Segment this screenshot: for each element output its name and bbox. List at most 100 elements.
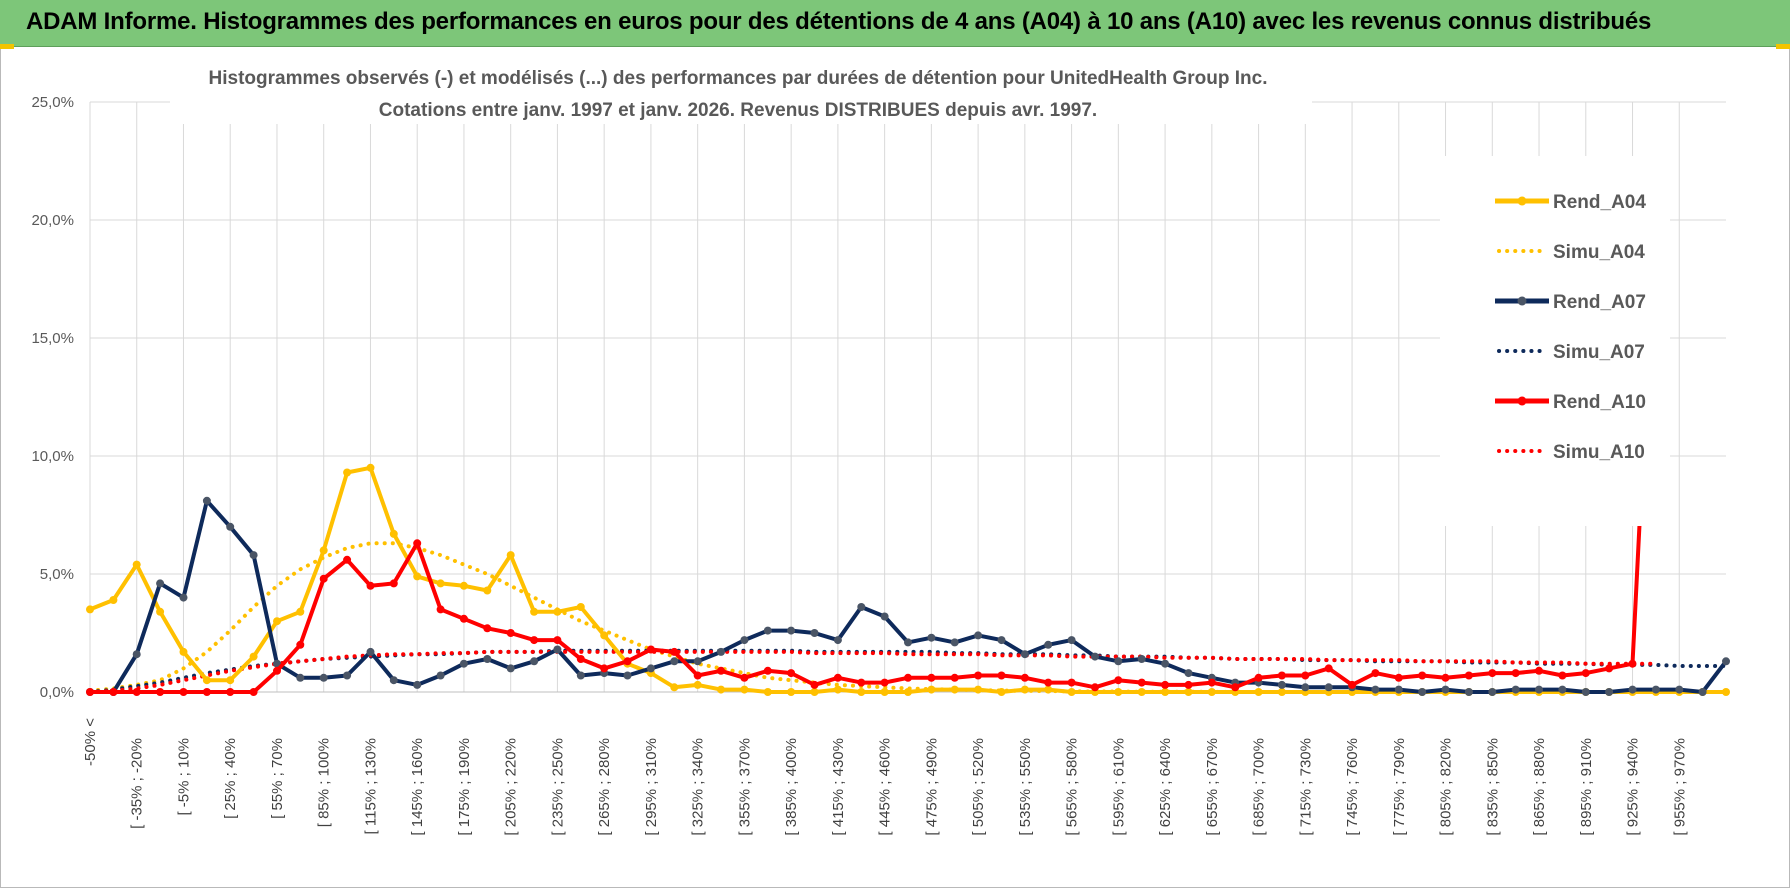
x-tick-label: [ 85% ; 100%: [316, 738, 333, 827]
x-tick-label: [ 505% ; 520%: [970, 738, 987, 836]
data-point-Rend_A04: [857, 688, 866, 696]
data-point-Rend_A07: [1488, 688, 1497, 696]
data-point-Rend_A04: [202, 676, 211, 685]
x-tick-label: [ 115% ; 130%: [362, 738, 379, 834]
data-point-Rend_A10: [763, 666, 772, 675]
legend-marker: [1517, 296, 1527, 306]
data-point-Rend_A07: [1044, 640, 1053, 649]
data-point-Rend_A07: [1301, 683, 1310, 692]
data-point-Rend_A07: [1137, 655, 1146, 663]
legend-item-Rend_A04: Rend_A04: [1495, 192, 1646, 213]
data-point-Rend_A04: [904, 688, 912, 696]
legend-label: Simu_A07: [1553, 342, 1645, 363]
x-tick-label: [ 685% ; 700%: [1251, 738, 1268, 836]
data-point-Rend_A04: [880, 688, 889, 696]
data-point-Rend_A10: [1231, 683, 1240, 692]
x-tick-label: [ 715% ; 730%: [1297, 738, 1314, 836]
data-point-Rend_A10: [156, 688, 165, 696]
data-point-Rend_A07: [156, 579, 165, 588]
data-point-Rend_A04: [1067, 688, 1076, 696]
x-tick-label: [ -5% ; 10%: [175, 738, 192, 816]
data-point-Rend_A04: [1184, 688, 1193, 696]
data-point-Rend_A10: [1044, 678, 1053, 687]
x-tick-label: [ 415% ; 430%: [830, 738, 847, 836]
data-point-Rend_A07: [950, 638, 959, 647]
x-tick-label: [ 145% ; 160%: [409, 738, 426, 836]
data-point-Rend_A10: [1161, 680, 1170, 689]
data-point-Rend_A04: [179, 647, 188, 656]
data-point-Rend_A10: [1511, 669, 1520, 678]
x-tick-label: [ 295% ; 310%: [643, 738, 660, 836]
y-tick-label: 0,0%: [40, 684, 74, 701]
data-point-Rend_A04: [1020, 685, 1029, 694]
data-point-Rend_A04: [226, 676, 235, 685]
data-point-Rend_A04: [436, 579, 445, 588]
data-point-Rend_A07: [576, 671, 585, 680]
data-point-Rend_A10: [179, 688, 188, 696]
x-tick-label: [ 745% ; 760%: [1344, 738, 1361, 836]
data-point-Rend_A10: [810, 680, 819, 689]
y-tick-label: 5,0%: [40, 566, 74, 583]
chart-title-line-2: Cotations entre janv. 1997 et janv. 2026…: [379, 100, 1097, 121]
data-point-Rend_A07: [1464, 688, 1473, 696]
series-line-Simu_A10: [88, 649, 1658, 694]
data-point-Rend_A10: [857, 678, 866, 687]
data-point-Rend_A10: [1441, 673, 1450, 682]
data-point-Rend_A07: [553, 645, 562, 654]
x-tick-label: [ 235% ; 250%: [549, 738, 566, 836]
x-tick-label: [ 535% ; 550%: [1017, 738, 1034, 836]
x-tick-label: [ 805% ; 820%: [1438, 738, 1455, 836]
data-point-Rend_A07: [1698, 688, 1707, 696]
data-point-Rend_A10: [226, 688, 235, 696]
data-point-Rend_A07: [810, 629, 819, 637]
data-point-Rend_A07: [1277, 680, 1286, 689]
data-point-Rend_A10: [1184, 680, 1193, 689]
series-line-Simu_A04: [88, 541, 1728, 694]
series-line-Simu_A07: [88, 648, 1728, 694]
x-tick-label: [ 355% ; 370%: [736, 738, 753, 836]
line-chart: 0,0% 5,0% 10,0% 15,0% 20,0% 25,0% -50% < [ -35…: [31, 60, 1730, 836]
data-point-Rend_A07: [904, 638, 912, 647]
x-tick-label: [ 265% ; 280%: [596, 738, 613, 836]
x-tick-label: [ -35% ; -20%: [129, 738, 146, 829]
data-point-Rend_A07: [670, 657, 679, 666]
data-point-Rend_A04: [1161, 688, 1170, 696]
data-point-Rend_A10: [202, 688, 211, 696]
data-point-Rend_A10: [997, 671, 1006, 680]
data-point-Rend_A04: [366, 463, 375, 472]
x-tick-label: [ 475% ; 490%: [923, 738, 940, 836]
data-point-Rend_A04: [273, 617, 281, 626]
data-point-Rend_A10: [1488, 669, 1497, 678]
series-Simu_A07: [88, 648, 1728, 694]
data-point-Rend_A04: [810, 688, 819, 696]
data-point-Rend_A07: [1091, 652, 1099, 661]
data-point-Rend_A10: [646, 645, 655, 654]
data-point-Rend_A10: [132, 688, 141, 696]
chart-title-block: Histogrammes observés (-) et modélisés (…: [170, 60, 1312, 124]
data-point-Rend_A10: [787, 669, 796, 678]
data-point-Rend_A07: [693, 657, 702, 666]
y-tick-label: 25,0%: [31, 94, 74, 111]
data-point-Rend_A07: [997, 636, 1006, 645]
data-point-Rend_A10: [1394, 673, 1403, 682]
legend-label: Rend_A10: [1553, 392, 1646, 413]
legend-label: Rend_A04: [1553, 192, 1646, 213]
x-tick-label: [ 55% ; 70%: [269, 738, 286, 819]
data-point-Rend_A10: [1277, 671, 1286, 680]
legend-item-Simu_A10: Simu_A10: [1497, 442, 1645, 463]
data-point-Rend_A07: [763, 626, 772, 635]
data-point-Rend_A04: [833, 685, 842, 694]
data-point-Rend_A10: [1067, 678, 1076, 687]
data-point-Rend_A04: [86, 605, 94, 614]
data-point-Rend_A10: [974, 671, 983, 680]
x-tick-label: [ 205% ; 220%: [503, 738, 520, 836]
data-point-Rend_A10: [1207, 678, 1216, 687]
legend: Rend_A04 Simu_A04 Rend_A07 Simu_A07 Rend_A10…: [1440, 156, 1670, 526]
data-point-Rend_A10: [1091, 683, 1099, 692]
data-point-Rend_A10: [1558, 671, 1567, 680]
data-point-Rend_A10: [1114, 676, 1123, 685]
data-point-Rend_A07: [1675, 685, 1684, 694]
x-tick-label: [ 835% ; 850%: [1484, 738, 1501, 836]
data-point-Rend_A10: [880, 678, 889, 687]
data-point-Rend_A07: [296, 673, 305, 682]
